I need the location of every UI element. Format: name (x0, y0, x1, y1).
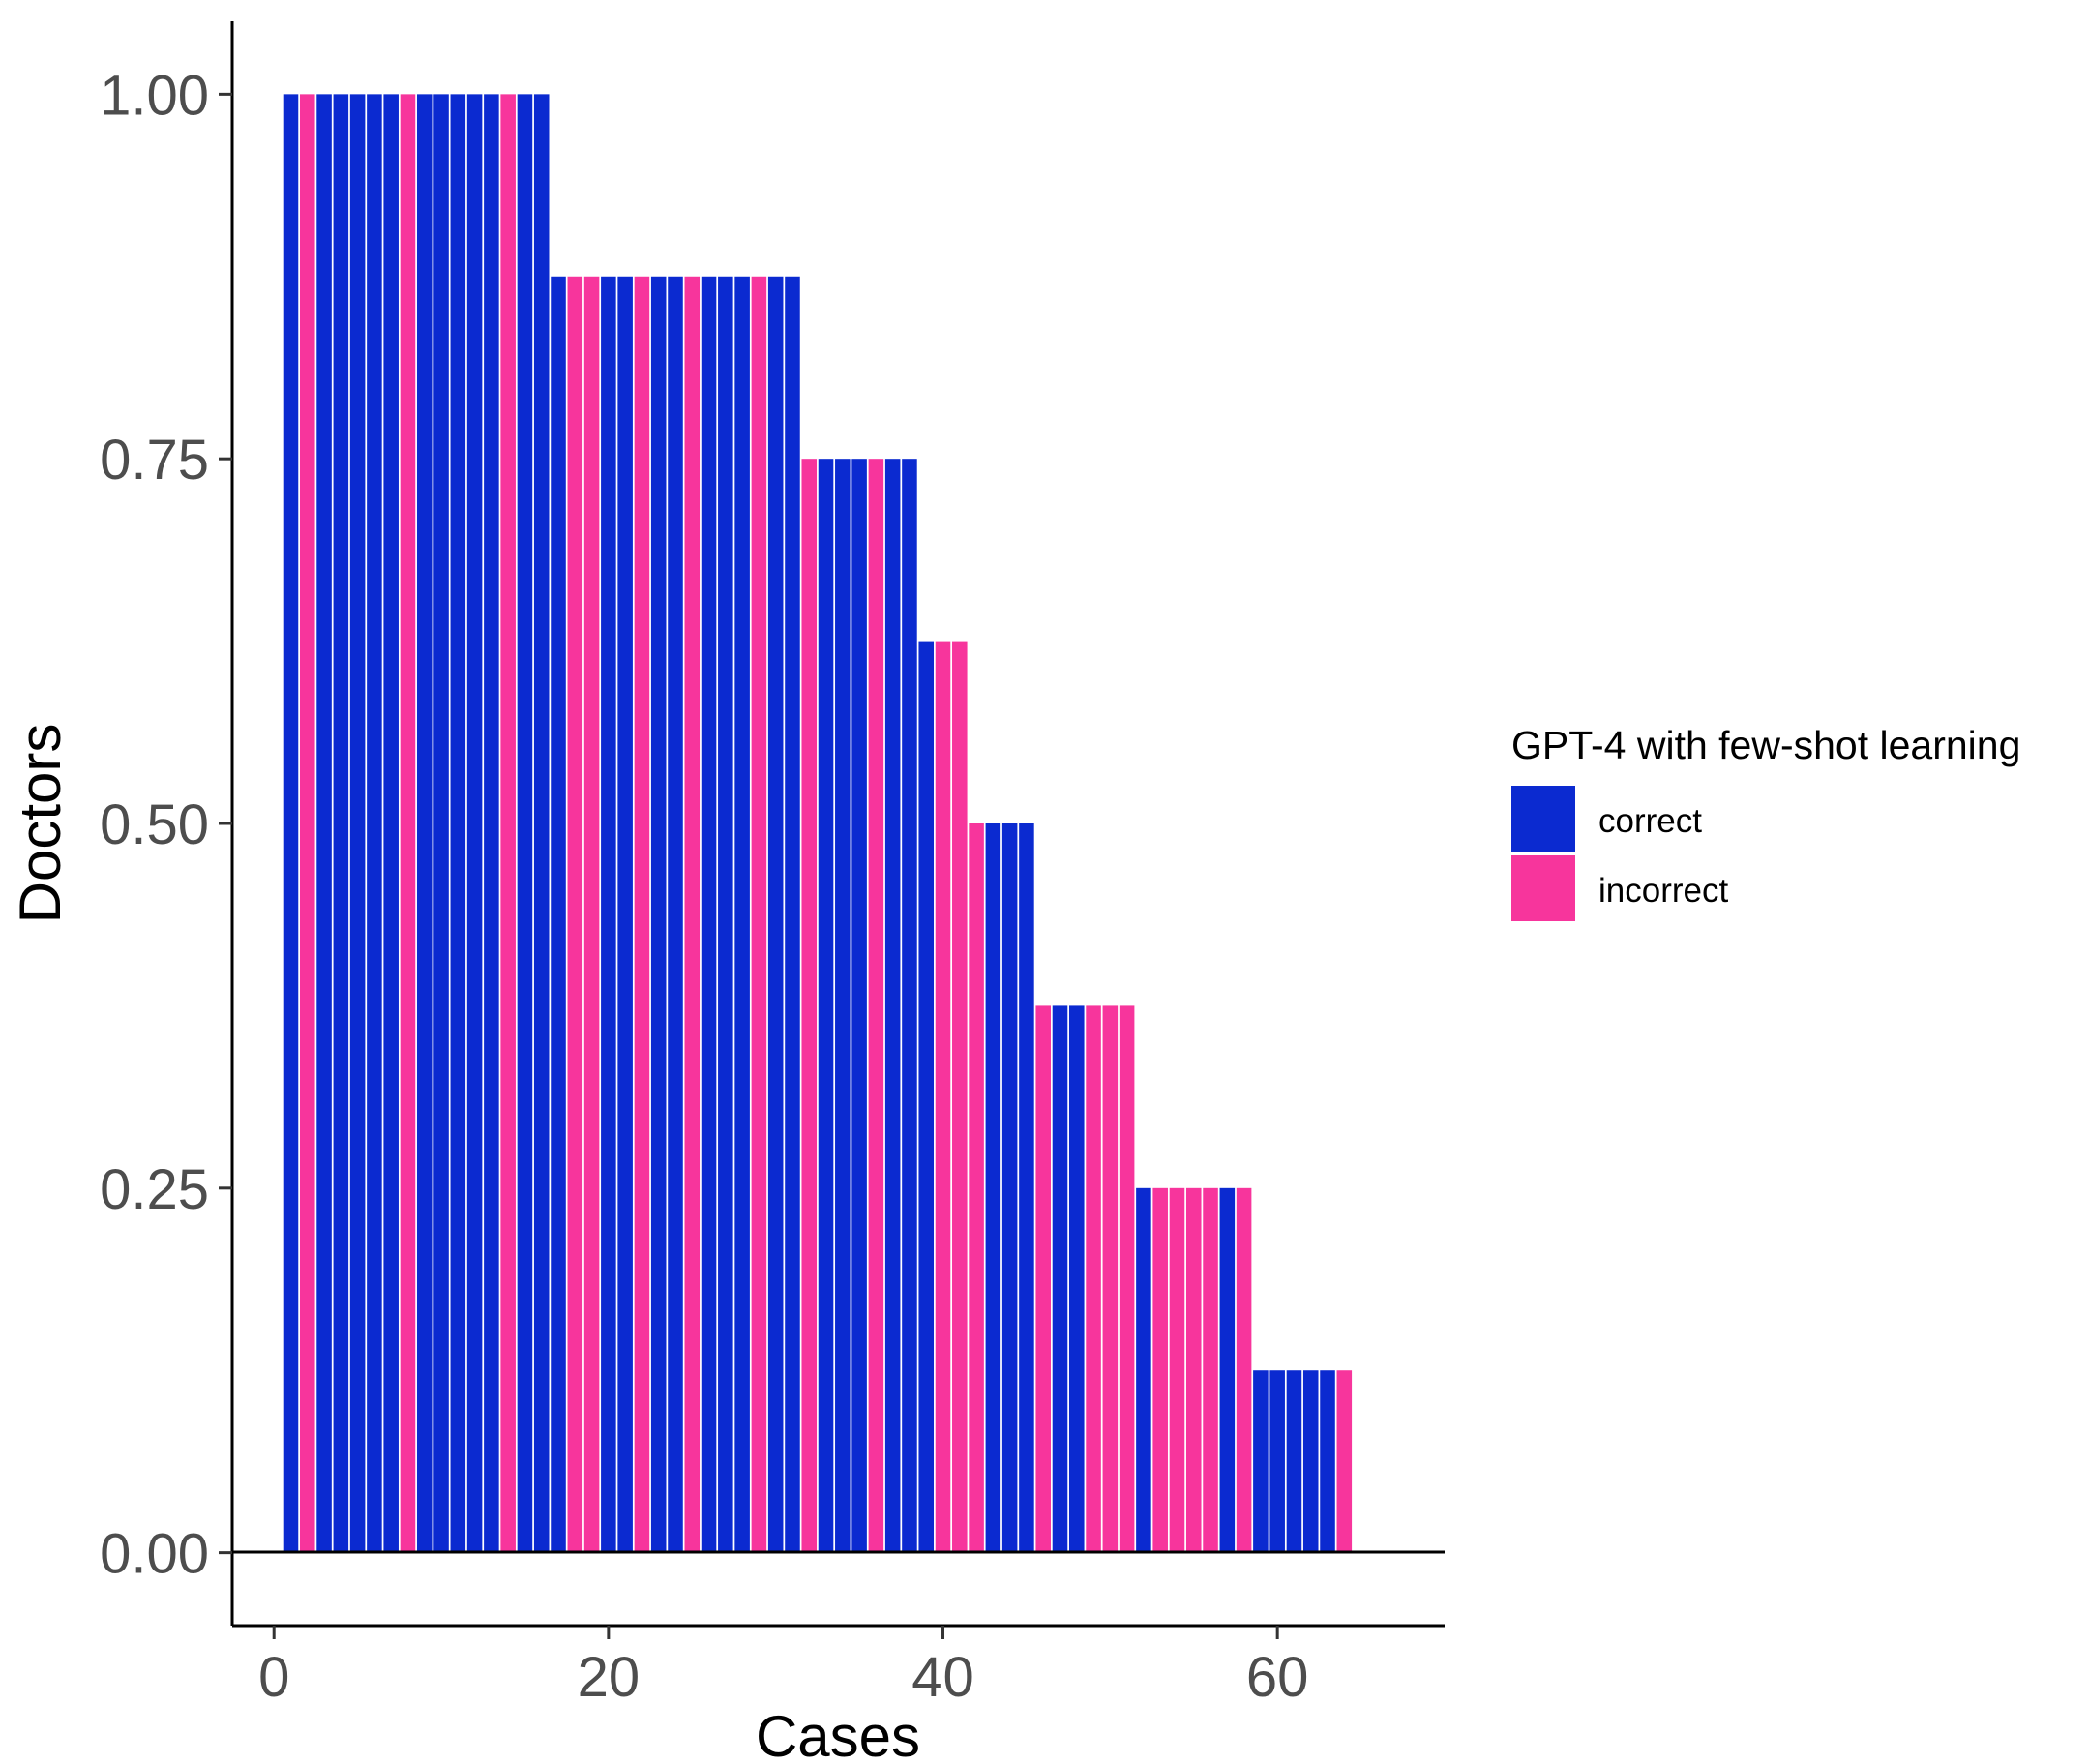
bar-case-41-incorrect (952, 641, 968, 1553)
y-ticks: 0.00 0.25 0.50 0.75 1.00 (100, 64, 232, 1586)
bar-case-22-incorrect (634, 276, 650, 1553)
bar-case-14-incorrect (500, 94, 516, 1553)
x-axis-title: Cases (756, 1704, 920, 1764)
bar-case-13-correct (484, 94, 499, 1553)
bar-case-6-correct (367, 94, 382, 1553)
bar-case-17-correct (551, 276, 566, 1553)
legend: GPT-4 with few-shot learning correct inc… (1511, 723, 2020, 921)
y-tick-label: 0.75 (100, 429, 209, 492)
legend-swatch-correct (1511, 786, 1575, 852)
bar-case-55-incorrect (1185, 1187, 1202, 1553)
legend-swatch-incorrect (1511, 855, 1575, 921)
y-tick-label: 0.25 (100, 1158, 209, 1221)
bar-case-19-incorrect (583, 276, 600, 1553)
bars (283, 94, 1353, 1553)
bar-case-56-incorrect (1203, 1187, 1218, 1553)
x-tick-label: 40 (911, 1646, 974, 1709)
bar-case-10-correct (433, 94, 449, 1553)
x-ticks: 0 20 40 60 (258, 1626, 1308, 1709)
bar-case-48-correct (1069, 1005, 1085, 1553)
bar-case-38-correct (902, 459, 917, 1553)
bar-case-42-incorrect (969, 823, 984, 1553)
bar-case-27-correct (718, 276, 733, 1553)
bar-case-20-correct (601, 276, 616, 1553)
bar-case-33-correct (818, 459, 834, 1553)
x-tick-label: 20 (578, 1646, 641, 1709)
bar-case-52-correct (1136, 1187, 1151, 1553)
bar-case-53-incorrect (1152, 1187, 1168, 1553)
bar-case-23-correct (650, 276, 667, 1553)
bar-case-40-incorrect (935, 641, 951, 1553)
bar-case-26-correct (701, 276, 717, 1553)
bar-case-7-correct (383, 94, 399, 1553)
bar-case-43-correct (985, 823, 1001, 1553)
bar-case-37-correct (884, 459, 901, 1553)
y-axis-title: Doctors (8, 724, 73, 924)
x-tick-label: 0 (258, 1646, 289, 1709)
bar-case-50-incorrect (1102, 1005, 1119, 1553)
bar-case-9-correct (416, 94, 433, 1553)
bar-case-11-correct (450, 94, 466, 1553)
bar-case-46-incorrect (1035, 1005, 1051, 1553)
bar-case-24-correct (668, 276, 683, 1553)
bar-case-36-incorrect (868, 459, 884, 1553)
bar-case-51-incorrect (1119, 1005, 1135, 1553)
bar-case-8-incorrect (400, 94, 416, 1553)
bar-case-62-correct (1302, 1370, 1319, 1553)
bar-case-58-incorrect (1236, 1187, 1252, 1553)
bar-case-57-correct (1219, 1187, 1236, 1553)
bar-case-44-correct (1001, 823, 1018, 1553)
bar-case-39-correct (918, 641, 935, 1553)
bar-case-60-correct (1269, 1370, 1285, 1553)
bar-case-15-correct (517, 94, 533, 1553)
bar-case-59-correct (1253, 1370, 1269, 1553)
y-tick-label: 0.50 (100, 793, 209, 856)
bar-case-21-correct (617, 276, 633, 1553)
y-tick-label: 0.00 (100, 1523, 209, 1586)
bar-case-30-correct (767, 276, 784, 1553)
bar-case-2-incorrect (300, 94, 315, 1553)
bar-case-32-incorrect (801, 459, 818, 1553)
bar-case-28-correct (734, 276, 750, 1553)
x-tick-label: 60 (1246, 1646, 1309, 1709)
bar-case-16-correct (533, 94, 550, 1553)
bar-case-31-correct (785, 276, 800, 1553)
bar-case-5-correct (349, 94, 366, 1553)
bar-case-35-correct (851, 459, 867, 1553)
legend-label-correct: correct (1598, 802, 1702, 840)
bar-case-29-incorrect (751, 276, 767, 1553)
bar-case-34-correct (835, 459, 851, 1553)
bar-case-18-incorrect (567, 276, 583, 1553)
bar-case-47-correct (1052, 1005, 1068, 1553)
bar-case-12-correct (466, 94, 483, 1553)
bar-case-64-incorrect (1336, 1370, 1353, 1553)
bar-case-3-correct (316, 94, 332, 1553)
bar-case-1-correct (283, 94, 299, 1553)
bar-case-45-correct (1019, 823, 1034, 1553)
y-tick-label: 1.00 (100, 64, 209, 127)
legend-title: GPT-4 with few-shot learning (1511, 723, 2020, 767)
legend-label-incorrect: incorrect (1598, 872, 1728, 910)
bar-case-4-correct (333, 94, 349, 1553)
bar-case-25-incorrect (684, 276, 701, 1553)
bar-case-54-incorrect (1169, 1187, 1185, 1553)
bar-case-49-incorrect (1086, 1005, 1101, 1553)
bar-case-63-correct (1320, 1370, 1335, 1553)
bar-case-61-correct (1286, 1370, 1302, 1553)
